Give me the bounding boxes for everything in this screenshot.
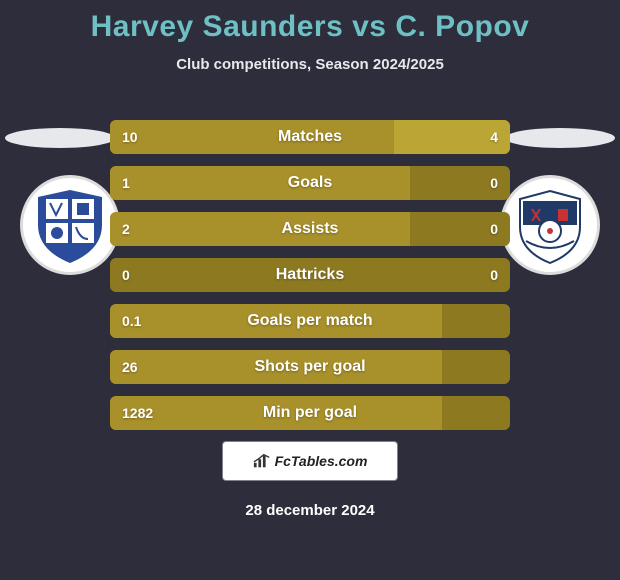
logo-text: FcTables.com	[275, 453, 368, 469]
stat-bar-left	[110, 120, 394, 154]
stat-value-right: 0	[490, 212, 498, 246]
player2-name: C. Popov	[395, 10, 529, 43]
stat-bar-left	[110, 212, 410, 246]
fctables-logo[interactable]: FcTables.com	[223, 442, 397, 480]
club-crest-left	[20, 175, 120, 275]
stat-value-right: 0	[490, 166, 498, 200]
shield-icon	[510, 185, 590, 265]
stat-value-right: 0	[490, 258, 498, 292]
stat-row: Matches104	[110, 120, 510, 154]
subtitle: Club competitions, Season 2024/2025	[0, 56, 620, 73]
stat-bar-left	[110, 350, 442, 384]
stat-row: Hattricks0 0	[110, 258, 510, 292]
stats-bars: Matches104Goals10Assists20Hattricks00Goa…	[110, 120, 510, 442]
stat-bar-left	[110, 166, 410, 200]
stat-row: Goals10	[110, 166, 510, 200]
player1-name: Harvey Saunders	[91, 10, 344, 43]
shadow-ellipse-right	[505, 128, 615, 148]
club-crest-right	[500, 175, 600, 275]
shield-icon	[30, 185, 110, 265]
stat-bar-left	[110, 304, 442, 338]
date-text: 28 december 2024	[0, 502, 620, 519]
stat-row: Goals per match0.1	[110, 304, 510, 338]
stat-bar-right	[394, 120, 510, 154]
stat-row: Shots per goal26	[110, 350, 510, 384]
comparison-title: Harvey Saunders vs C. Popov	[0, 0, 620, 44]
shadow-ellipse-left	[5, 128, 115, 148]
stat-label: Hattricks	[110, 258, 510, 292]
stat-row: Assists20	[110, 212, 510, 246]
chart-icon	[253, 453, 271, 469]
stat-bar-left	[110, 396, 442, 430]
stat-value-left: 0	[122, 258, 130, 292]
vs-text: vs	[352, 10, 386, 43]
stat-row: Min per goal1282	[110, 396, 510, 430]
